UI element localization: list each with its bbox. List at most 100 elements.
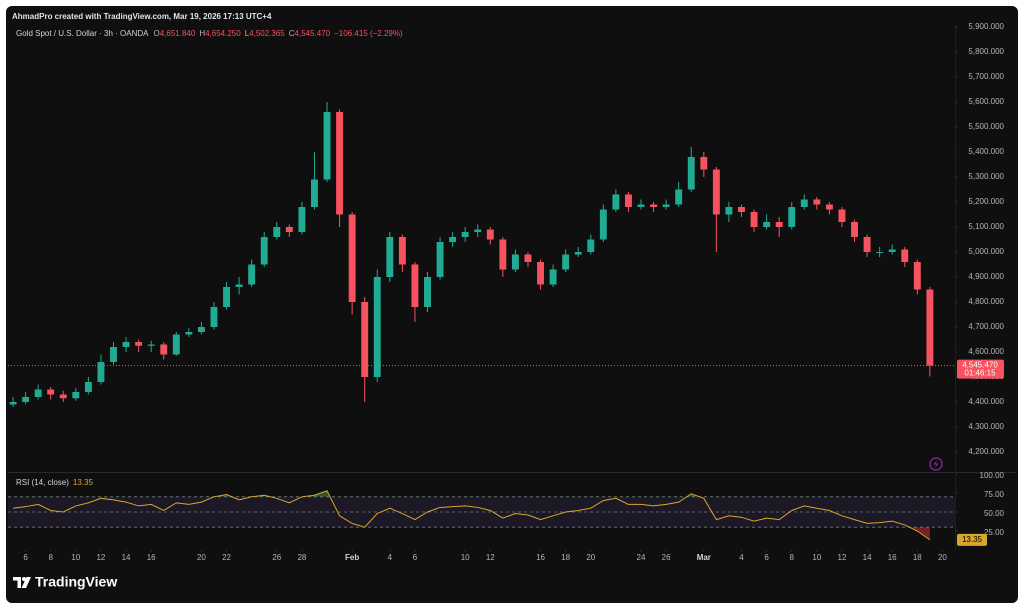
candle-body (474, 229, 482, 232)
y-tick-label: 75.00 (984, 490, 1005, 499)
candle-body (311, 179, 318, 207)
rsi-value-tag (957, 533, 987, 546)
last-price-label: 4,545.470 (962, 361, 998, 370)
countdown: 01:46:15 (964, 369, 996, 378)
legend-key: C (289, 29, 295, 38)
y-tick-label: 5,300.000 (968, 172, 1004, 181)
candle-body (147, 344, 155, 346)
candle-body (888, 249, 896, 252)
candle-body (612, 194, 620, 210)
candle-body (700, 157, 708, 170)
candle-body (110, 347, 117, 362)
rsi-value-label: 13.35 (962, 535, 983, 544)
candle-body (549, 269, 557, 285)
legend-value: 4,651.840 (160, 29, 196, 38)
candle-body (22, 397, 30, 402)
candle-body (235, 284, 243, 287)
candle-body (223, 287, 230, 307)
x-tick-label: 18 (561, 553, 570, 562)
rsi-legend-title: RSI (14, close) (16, 478, 69, 487)
candle-body (411, 264, 419, 307)
x-tick-label: 22 (222, 553, 231, 562)
candle-body (97, 362, 105, 382)
x-tick-label: 10 (71, 553, 80, 562)
x-tick-label: 10 (461, 553, 470, 562)
candle-body (34, 389, 42, 397)
y-tick-label: 4,400.000 (968, 397, 1004, 406)
candle-body (348, 214, 356, 302)
alert-icon[interactable] (929, 457, 943, 471)
y-tick-label: 5,900.000 (968, 22, 1004, 31)
rsi-line (12, 490, 931, 541)
legend-key: H (199, 29, 205, 38)
y-tick-label: 4,900.000 (968, 272, 1004, 281)
x-tick-label: 12 (486, 553, 495, 562)
candle-body (624, 194, 632, 207)
candle-body (172, 334, 180, 355)
x-tick-label: 12 (838, 553, 847, 562)
x-tick-label: 16 (147, 553, 156, 562)
legend-key: O (154, 29, 160, 38)
alert-icon-bolt (933, 460, 939, 468)
logo-part (21, 577, 31, 588)
legend-title: Gold Spot / U.S. Dollar · 3h · OANDA (16, 29, 149, 38)
candle-body (273, 227, 281, 237)
x-tick-label: Feb (345, 553, 359, 562)
candle-body (662, 204, 670, 207)
candle-body (587, 239, 595, 252)
candle-body (323, 112, 331, 180)
candle-body (486, 229, 494, 240)
y-tick-label: 4,600.000 (968, 347, 1004, 356)
x-tick-label: 18 (913, 553, 922, 562)
candle-body (738, 207, 745, 212)
candle-body (562, 254, 570, 270)
overbought-fill (213, 490, 700, 497)
candle-body (863, 237, 871, 252)
candle-body (185, 332, 193, 335)
x-tick-label: 16 (536, 553, 545, 562)
x-tick-label: 10 (812, 553, 821, 562)
candle-body (813, 199, 821, 205)
candle-body (386, 237, 394, 277)
candle-body (135, 342, 143, 346)
candle-body (398, 237, 406, 265)
candle-body (260, 237, 268, 265)
candle-body (499, 239, 507, 270)
x-tick-label: 20 (197, 553, 206, 562)
x-tick-label: 12 (96, 553, 105, 562)
candle-body (285, 227, 293, 232)
candle-body (122, 342, 130, 347)
x-tick-label: 14 (122, 553, 131, 562)
legend-value: 4,654.250 (205, 29, 241, 38)
price-tag (957, 359, 1004, 379)
candle-body (210, 307, 218, 327)
y-tick-label: 5,400.000 (968, 147, 1004, 156)
x-tick-label: 16 (888, 553, 897, 562)
candle-body (84, 382, 92, 392)
candle-body (763, 222, 771, 227)
x-tick-label: 20 (586, 553, 595, 562)
brand-logo[interactable] (13, 577, 31, 588)
y-tick-label: 5,800.000 (968, 47, 1004, 56)
candle-body (449, 237, 457, 242)
x-tick-label: 20 (938, 553, 947, 562)
y-tick-label: 100.00 (980, 471, 1005, 480)
candle-body (574, 252, 582, 255)
x-tick-label: 8 (789, 553, 794, 562)
x-tick-label: 24 (637, 553, 646, 562)
candle-body (72, 392, 80, 399)
x-tick-label: 26 (272, 553, 281, 562)
brand: TradingView (35, 574, 117, 590)
x-tick-label: 8 (48, 553, 53, 562)
candle-body (298, 207, 306, 232)
x-tick-label: 26 (662, 553, 671, 562)
rsi-legend-value: 13.35 (73, 478, 94, 487)
y-tick-label: 5,500.000 (968, 122, 1004, 131)
candle-body (775, 222, 783, 227)
x-tick-label: Mar (697, 553, 711, 562)
candle-body (197, 327, 205, 332)
candle-body (825, 204, 833, 210)
candle-body (851, 222, 858, 237)
candle-body (511, 254, 519, 270)
